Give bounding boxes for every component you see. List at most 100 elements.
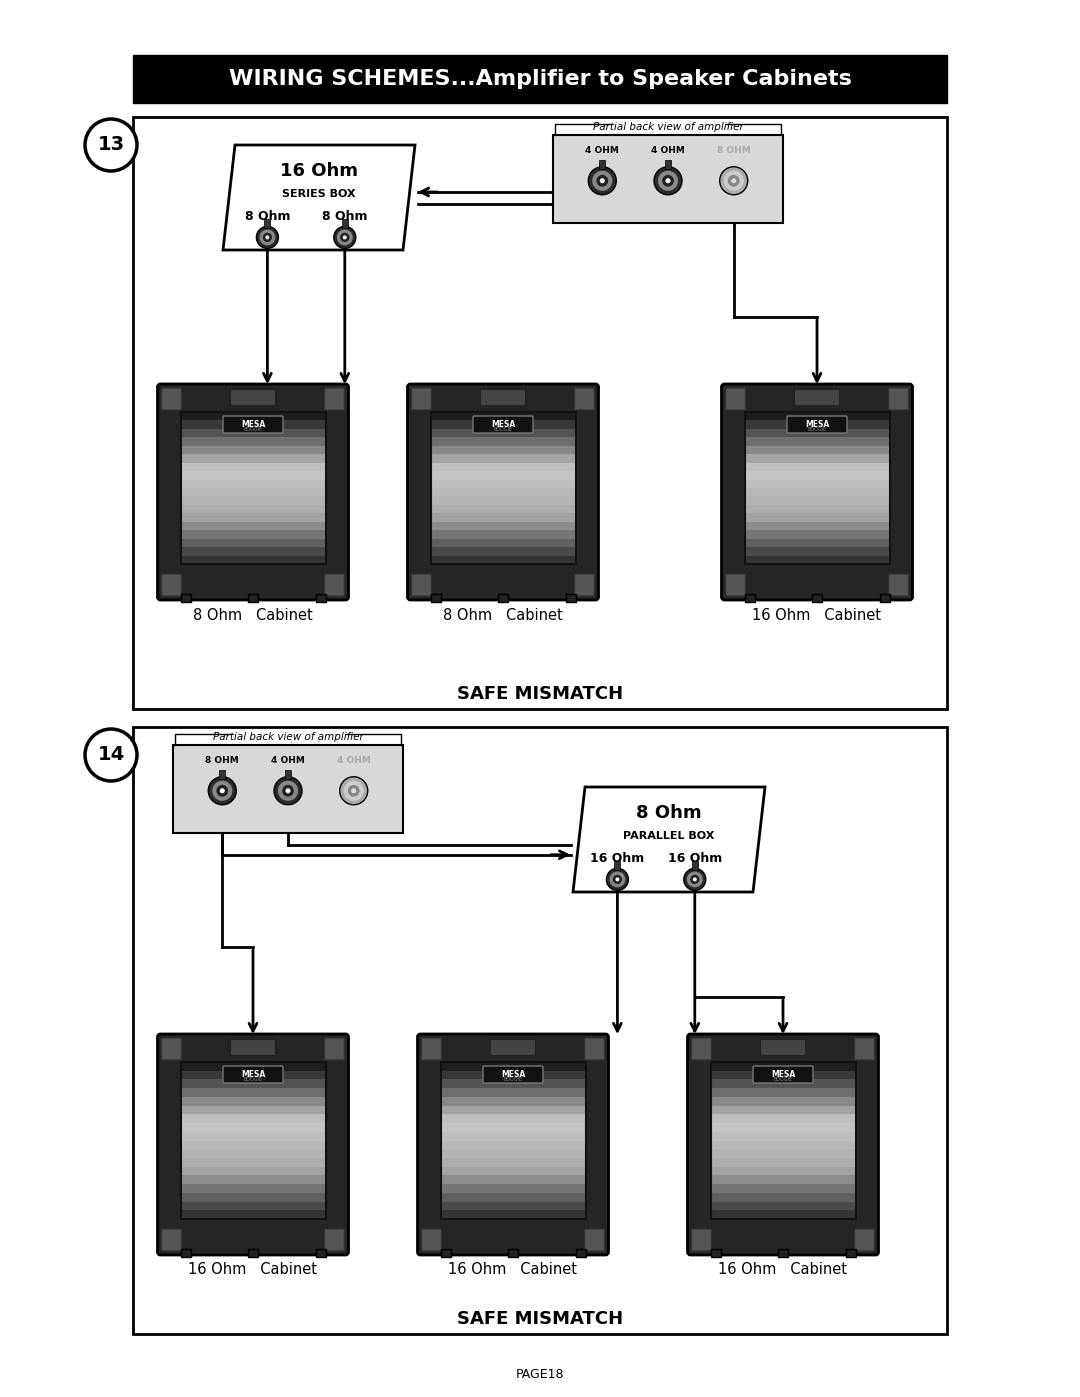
Bar [576, 1249, 585, 1257]
Bar [665, 159, 671, 169]
Text: PAGE18: PAGE18 [516, 1369, 564, 1382]
FancyBboxPatch shape [421, 1038, 442, 1060]
FancyBboxPatch shape [889, 388, 908, 409]
Text: MESA: MESA [241, 1070, 265, 1078]
Polygon shape [573, 787, 765, 893]
Bar [431, 548, 576, 556]
Bar [180, 1166, 325, 1175]
Bar [441, 1249, 450, 1257]
Bar [498, 594, 508, 602]
Circle shape [219, 788, 225, 793]
FancyBboxPatch shape [854, 1038, 875, 1060]
Bar [180, 1080, 325, 1088]
FancyBboxPatch shape [222, 1066, 283, 1083]
Bar [441, 1166, 585, 1175]
Circle shape [609, 872, 625, 887]
Bar [180, 454, 325, 462]
Bar [744, 462, 890, 471]
Circle shape [212, 781, 232, 800]
FancyBboxPatch shape [726, 574, 745, 597]
Text: MESA: MESA [805, 420, 829, 429]
Bar [431, 454, 576, 462]
Circle shape [592, 170, 612, 191]
Bar [711, 1105, 855, 1115]
Bar [180, 1088, 325, 1097]
Text: 8 Ohm: 8 Ohm [245, 210, 291, 224]
Bar [180, 1210, 325, 1220]
Circle shape [85, 729, 137, 781]
Bar [615, 862, 620, 870]
Bar [711, 1193, 855, 1201]
Bar [431, 531, 576, 539]
Bar [180, 446, 325, 454]
Circle shape [658, 170, 678, 191]
Text: MESA: MESA [771, 1070, 795, 1078]
Bar [180, 594, 190, 602]
Text: 16 Ohm   Cabinet: 16 Ohm Cabinet [718, 1263, 848, 1277]
Bar [180, 479, 325, 488]
Circle shape [340, 777, 367, 805]
Bar [180, 471, 325, 479]
Bar [180, 1158, 325, 1166]
FancyBboxPatch shape [889, 574, 908, 597]
Text: BOOGIE: BOOGIE [808, 427, 826, 432]
Bar [441, 1062, 585, 1070]
Bar [431, 471, 576, 479]
Bar [692, 862, 698, 870]
Bar [315, 594, 325, 602]
FancyBboxPatch shape [753, 1066, 813, 1083]
Bar [711, 1210, 855, 1220]
Bar [180, 412, 325, 420]
Bar [315, 1249, 325, 1257]
Bar [431, 504, 576, 513]
Text: SERIES BOX: SERIES BOX [282, 190, 355, 200]
Bar [711, 1062, 855, 1220]
Bar [441, 1175, 585, 1185]
Bar [711, 1097, 855, 1105]
Bar [265, 219, 270, 228]
FancyBboxPatch shape [490, 1039, 536, 1056]
Bar [711, 1175, 855, 1185]
Circle shape [606, 869, 629, 890]
Bar [744, 496, 890, 504]
Text: 16 Ohm   Cabinet: 16 Ohm Cabinet [189, 1263, 318, 1277]
Circle shape [348, 785, 360, 796]
Bar [180, 521, 325, 531]
Circle shape [285, 788, 291, 793]
FancyBboxPatch shape [418, 1034, 608, 1255]
Text: 16 Ohm   Cabinet: 16 Ohm Cabinet [753, 608, 881, 623]
Text: BOOGIE: BOOGIE [503, 1077, 523, 1083]
Text: 8 Ohm   Cabinet: 8 Ohm Cabinet [193, 608, 313, 623]
Circle shape [731, 179, 737, 183]
Bar [431, 488, 576, 496]
Text: BOOGIE: BOOGIE [773, 1077, 793, 1083]
FancyBboxPatch shape [162, 1038, 181, 1060]
Bar [180, 1150, 325, 1158]
Bar [441, 1185, 585, 1193]
Bar [180, 548, 325, 556]
FancyBboxPatch shape [691, 1229, 712, 1250]
Circle shape [216, 785, 228, 796]
Bar [744, 531, 890, 539]
Bar [711, 1080, 855, 1088]
Circle shape [351, 788, 356, 793]
Bar [133, 54, 947, 103]
Circle shape [616, 877, 620, 882]
Text: MESA: MESA [501, 1070, 525, 1078]
Text: SAFE MISMATCH: SAFE MISMATCH [457, 1310, 623, 1329]
Bar [441, 1105, 585, 1115]
Bar [711, 1150, 855, 1158]
FancyBboxPatch shape [230, 1039, 276, 1056]
Circle shape [337, 229, 353, 246]
FancyBboxPatch shape [230, 388, 276, 407]
FancyBboxPatch shape [584, 1038, 605, 1060]
FancyBboxPatch shape [158, 384, 349, 599]
Bar [441, 1150, 585, 1158]
Bar [744, 556, 890, 564]
Bar [133, 726, 947, 1334]
Text: 16 Ohm: 16 Ohm [280, 162, 357, 180]
Circle shape [690, 875, 700, 884]
Bar [441, 1193, 585, 1201]
Bar [441, 1158, 585, 1166]
FancyBboxPatch shape [688, 1034, 878, 1255]
